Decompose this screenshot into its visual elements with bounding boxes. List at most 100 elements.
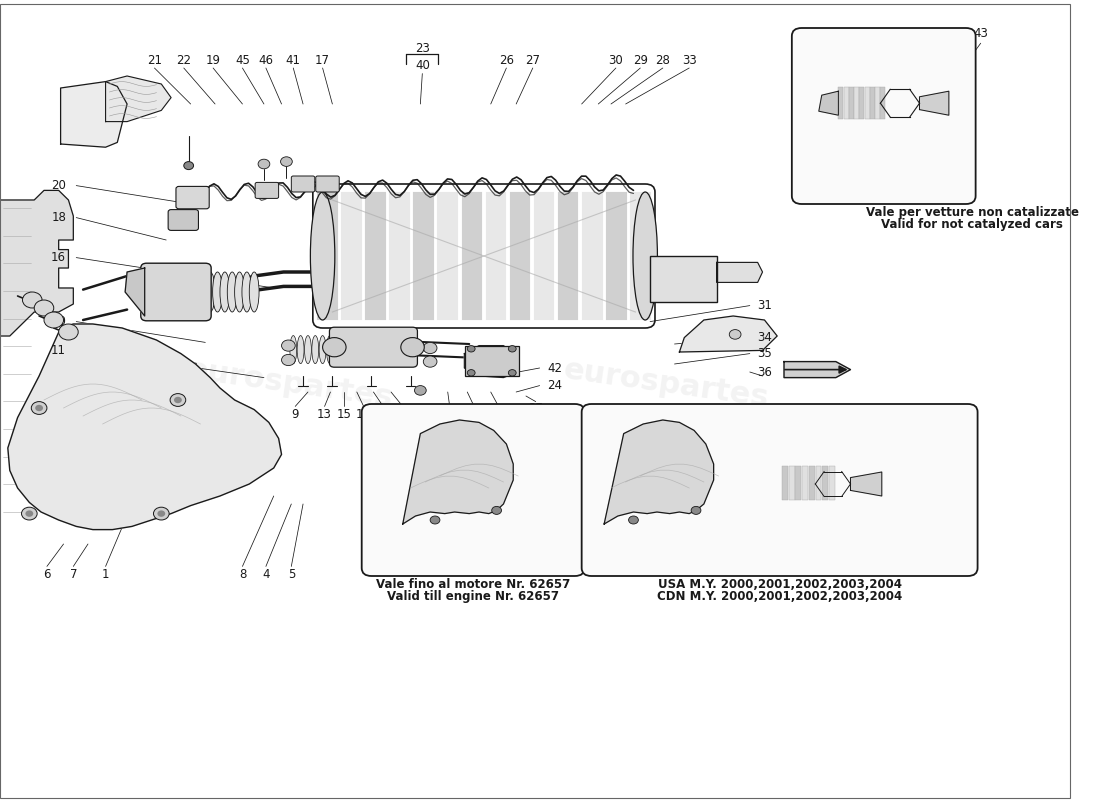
Text: 19: 19: [206, 54, 221, 66]
Text: 35: 35: [758, 347, 772, 360]
Ellipse shape: [242, 272, 252, 312]
Circle shape: [44, 312, 64, 328]
Text: 15: 15: [337, 408, 352, 421]
Circle shape: [22, 507, 37, 520]
Ellipse shape: [234, 272, 244, 312]
Circle shape: [25, 510, 33, 517]
Polygon shape: [604, 420, 714, 524]
Text: 32: 32: [466, 408, 482, 421]
Text: 5: 5: [287, 568, 295, 581]
Circle shape: [468, 370, 475, 376]
Text: 22: 22: [176, 54, 191, 66]
Ellipse shape: [310, 192, 334, 320]
Circle shape: [282, 340, 295, 351]
Text: eurospartes: eurospartes: [186, 355, 395, 413]
Bar: [789, 466, 794, 500]
Polygon shape: [920, 91, 949, 115]
Text: 17: 17: [315, 54, 330, 66]
FancyBboxPatch shape: [176, 186, 209, 209]
Text: 36: 36: [758, 366, 772, 378]
Circle shape: [31, 402, 47, 414]
Text: 42: 42: [548, 362, 562, 374]
Bar: [854, 87, 859, 119]
Text: 11: 11: [825, 409, 840, 422]
Text: 13: 13: [317, 408, 332, 421]
Circle shape: [258, 159, 270, 169]
Bar: [606, 192, 627, 320]
Polygon shape: [106, 76, 172, 122]
Bar: [782, 466, 788, 500]
FancyBboxPatch shape: [582, 404, 978, 576]
Polygon shape: [464, 346, 518, 378]
Text: 29: 29: [632, 54, 648, 66]
Circle shape: [400, 338, 425, 357]
Ellipse shape: [198, 272, 208, 312]
Text: 9: 9: [761, 409, 768, 422]
Ellipse shape: [319, 336, 326, 363]
Ellipse shape: [220, 272, 230, 312]
Polygon shape: [8, 324, 282, 530]
Circle shape: [282, 354, 295, 366]
Bar: [341, 192, 362, 320]
Ellipse shape: [206, 272, 216, 312]
Text: 25: 25: [528, 418, 543, 430]
Circle shape: [492, 506, 502, 514]
Polygon shape: [680, 316, 778, 352]
FancyBboxPatch shape: [292, 176, 315, 192]
Text: 41: 41: [286, 54, 300, 66]
Polygon shape: [125, 268, 145, 316]
Bar: [414, 192, 435, 320]
Text: 4: 4: [262, 568, 270, 581]
Text: 11: 11: [52, 344, 66, 357]
Text: CDN M.Y. 2000,2001,2002,2003,2004: CDN M.Y. 2000,2001,2002,2003,2004: [657, 590, 902, 603]
Ellipse shape: [327, 336, 333, 363]
Text: 21: 21: [147, 54, 162, 66]
FancyBboxPatch shape: [362, 404, 584, 576]
Bar: [823, 466, 828, 500]
Circle shape: [729, 330, 741, 339]
Text: 34: 34: [758, 331, 772, 344]
Text: 40: 40: [415, 59, 430, 72]
Text: 4: 4: [653, 409, 661, 422]
Polygon shape: [818, 91, 838, 115]
Circle shape: [34, 300, 54, 316]
Text: 5: 5: [679, 409, 686, 422]
Text: 26: 26: [499, 54, 514, 66]
Bar: [534, 192, 554, 320]
Text: 46: 46: [258, 54, 274, 66]
Circle shape: [170, 394, 186, 406]
Bar: [808, 466, 815, 500]
Bar: [650, 256, 716, 302]
Bar: [876, 87, 880, 119]
Text: 3: 3: [419, 556, 426, 569]
Text: 13: 13: [376, 408, 390, 421]
Text: 38: 38: [442, 408, 458, 421]
Circle shape: [468, 346, 475, 352]
Text: 28: 28: [656, 54, 670, 66]
Text: 33: 33: [682, 54, 696, 66]
Circle shape: [430, 516, 440, 524]
Ellipse shape: [290, 336, 297, 363]
Text: 8: 8: [239, 568, 246, 581]
Bar: [865, 87, 869, 119]
Bar: [317, 192, 338, 320]
Text: 6: 6: [43, 568, 51, 581]
Text: 23: 23: [415, 42, 430, 54]
Text: 20: 20: [52, 179, 66, 192]
Circle shape: [508, 370, 516, 376]
Bar: [829, 466, 835, 500]
Text: 7: 7: [69, 568, 77, 581]
Ellipse shape: [632, 192, 658, 320]
Circle shape: [157, 510, 165, 517]
FancyBboxPatch shape: [141, 263, 211, 321]
Bar: [795, 466, 801, 500]
Bar: [462, 192, 482, 320]
FancyBboxPatch shape: [255, 182, 278, 198]
Bar: [389, 192, 410, 320]
Circle shape: [154, 507, 169, 520]
Circle shape: [415, 386, 426, 395]
Text: 31: 31: [758, 299, 772, 312]
Bar: [582, 192, 603, 320]
Text: 12: 12: [395, 408, 410, 421]
Circle shape: [508, 346, 516, 352]
